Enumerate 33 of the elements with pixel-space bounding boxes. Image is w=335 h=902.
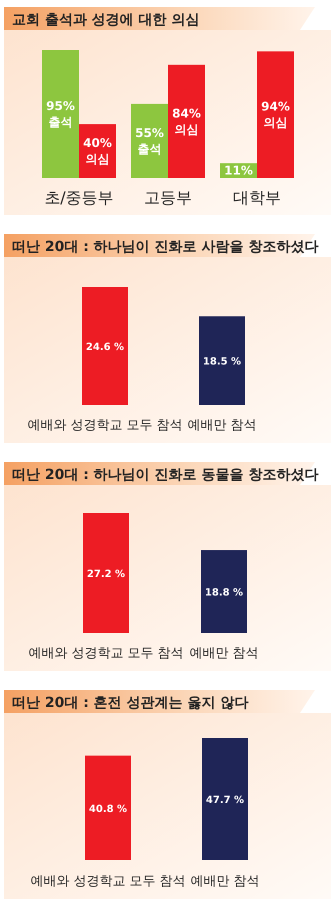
chart-title: 떠난 20대 : 혼전 성관계는 옳지 않다 bbox=[12, 695, 248, 711]
bar bbox=[168, 64, 205, 178]
series-label: 출석 bbox=[48, 115, 72, 129]
chart-title: 떠난 20대 : 하나님이 진화로 동물을 창조하셨다 bbox=[12, 467, 318, 483]
x-tick-label: 예배와 성경학교 모두 참석 bbox=[27, 418, 183, 433]
chart-title: 떠난 20대 : 하나님이 진화로 사람을 창조하셨다 bbox=[12, 239, 318, 255]
x-tick-label: 고등부 bbox=[144, 188, 192, 207]
x-tick-label: 예배만 참석 bbox=[190, 874, 260, 889]
data-label: 24.6 % bbox=[86, 342, 124, 353]
data-label: 40% bbox=[83, 136, 112, 150]
x-tick-label: 예배와 성경학교 모두 참석 bbox=[30, 874, 186, 889]
data-label: 27.2 % bbox=[86, 569, 126, 580]
x-tick-label: 대학부 bbox=[233, 188, 281, 207]
data-label: 40.8 % bbox=[88, 804, 128, 815]
x-tick-label: 예배만 참석 bbox=[189, 646, 259, 661]
series-label: 의심 bbox=[86, 152, 110, 166]
data-label: 95% bbox=[46, 99, 75, 113]
x-tick-label: 예배와 성경학교 모두 참석 bbox=[28, 646, 184, 661]
text: 출석 bbox=[138, 142, 162, 156]
data-label: 55% bbox=[135, 126, 164, 140]
data-label: 94% bbox=[261, 100, 290, 114]
data-label: 11% bbox=[224, 164, 253, 178]
data-label: 18.8 % bbox=[204, 588, 244, 599]
data-label: 18.5 % bbox=[202, 356, 242, 368]
x-tick-label: 예배만 참석 bbox=[187, 418, 257, 433]
data-label: 84% bbox=[172, 106, 201, 120]
text: 의심 bbox=[174, 122, 198, 136]
data-label: 47.7 % bbox=[206, 795, 244, 806]
bar bbox=[42, 50, 79, 178]
bar bbox=[257, 51, 294, 178]
text: 의심 bbox=[264, 116, 288, 130]
x-tick-label: 초/중등부 bbox=[44, 188, 114, 207]
chart-title: 교회 출석과 성경에 대한 의심 bbox=[12, 12, 200, 28]
